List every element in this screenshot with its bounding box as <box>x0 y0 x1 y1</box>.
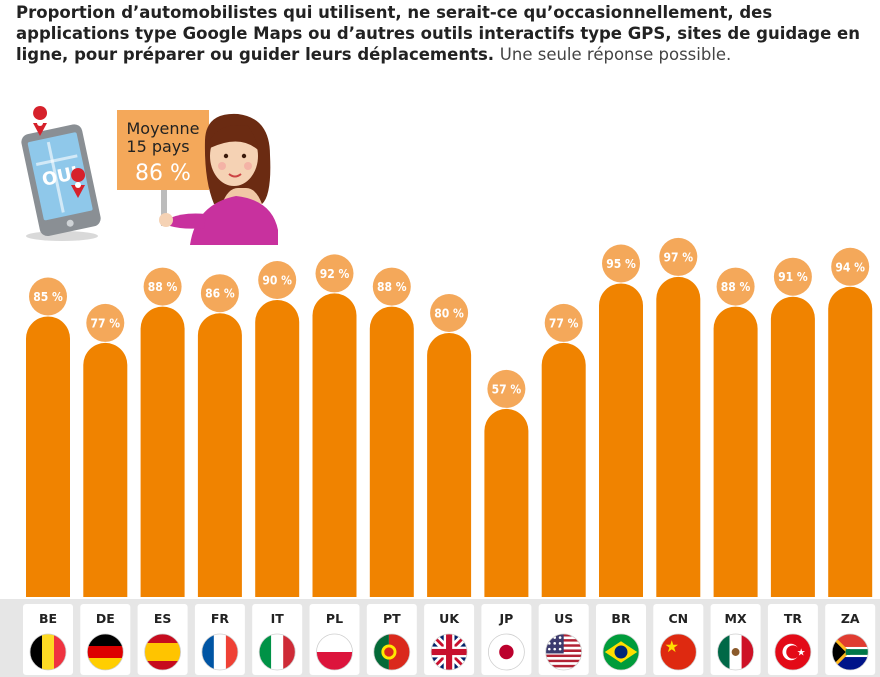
tick-label-za: ZA <box>841 611 860 626</box>
bar-de <box>83 342 128 597</box>
value-bubble <box>258 261 297 299</box>
tick-label-jp: JP <box>498 611 513 626</box>
tick-label-us: US <box>554 611 573 626</box>
value-label-cn: 97 % <box>663 250 693 264</box>
tick-label-pt: PT <box>383 611 401 626</box>
south-africa-flag-icon <box>831 633 869 671</box>
value-label-it: 90 % <box>262 274 292 288</box>
value-label-za: 94 % <box>835 260 865 274</box>
bar-be <box>26 316 70 597</box>
value-label-uk: 80 % <box>434 307 464 321</box>
value-label-be: 85 % <box>33 290 63 304</box>
tick-label-mx: MX <box>725 611 747 626</box>
svg-text:★: ★ <box>665 637 680 656</box>
uk-flag-icon <box>430 633 468 671</box>
value-label-pl: 92 % <box>320 267 350 281</box>
tick-label-es: ES <box>154 611 172 626</box>
sign-line1: Moyenne <box>126 119 199 138</box>
value-label-fr: 86 % <box>205 287 235 301</box>
svg-text:★: ★ <box>797 648 806 659</box>
value-label-us: 77 % <box>549 316 579 330</box>
sign-value: 86 % <box>135 161 191 186</box>
bars-group: 85 % 77 % 88 % 86 % 90 % 92 % 88 % 80 % 57 % 77 %… <box>26 237 873 597</box>
bar-jp <box>484 408 529 597</box>
x-axis-ticks: BE DE ES FR IT PL PT UK JP US BR CN ★ MX TR ★ ZA <box>0 599 880 677</box>
poland-flag-icon <box>316 633 353 671</box>
italy-flag-icon <box>258 633 296 671</box>
value-bubble <box>315 254 354 293</box>
value-bubble <box>86 303 125 342</box>
bar-pt <box>369 306 414 597</box>
bar-cn <box>656 276 701 597</box>
value-bubble <box>430 294 469 332</box>
tick-label-de: DE <box>96 611 115 626</box>
brazil-flag-icon <box>602 633 640 671</box>
title-light: Une seule réponse possible. <box>499 45 732 64</box>
value-bubble <box>773 257 812 296</box>
turkey-flag-icon: ★ <box>774 633 812 671</box>
average-sign: Moyenne 15 pays 86 % <box>117 110 209 226</box>
germany-flag-icon <box>86 633 124 671</box>
portugal-flag-icon <box>373 633 411 671</box>
value-bubble <box>487 369 526 408</box>
value-bubble <box>602 244 640 283</box>
value-label-de: 77 % <box>90 316 120 330</box>
france-flag-icon <box>201 633 239 671</box>
value-bubble <box>29 277 67 316</box>
value-bubble <box>544 303 583 342</box>
illustration: OUI Moyenne 15 pays 86 % <box>21 106 278 245</box>
tick-label-cn: CN <box>668 611 688 626</box>
tick-label-pl: PL <box>326 611 343 626</box>
tick-label-be: BE <box>39 611 57 626</box>
value-bubble <box>143 267 182 306</box>
japan-flag-icon <box>487 633 525 671</box>
bar-br <box>599 283 643 597</box>
spain-flag-icon <box>144 633 182 671</box>
value-label-es: 88 % <box>148 280 178 294</box>
sign-line2: 15 pays <box>126 137 189 156</box>
bar-mx <box>713 306 758 597</box>
value-label-pt: 88 % <box>377 280 407 294</box>
value-label-mx: 88 % <box>721 280 751 294</box>
bar-pl <box>312 293 357 597</box>
tablet-icon: OUI <box>21 124 101 241</box>
mexico-flag-icon <box>717 633 754 671</box>
tick-label-tr: TR <box>784 611 803 626</box>
tick-label-it: IT <box>271 611 285 626</box>
map-pin-icon <box>33 106 48 136</box>
person-illustration <box>159 113 278 245</box>
belgium-flag-icon <box>29 633 67 671</box>
value-label-jp: 57 % <box>492 382 522 396</box>
value-bubble <box>372 267 411 306</box>
value-bubble <box>716 267 755 306</box>
tick-label-uk: UK <box>439 611 460 626</box>
tick-label-br: BR <box>611 611 631 626</box>
tick-label-fr: FR <box>211 611 230 626</box>
value-bubble <box>659 237 698 276</box>
china-flag-icon: ★ <box>659 633 697 671</box>
value-bubble <box>831 247 870 286</box>
value-label-br: 95 % <box>606 257 636 271</box>
bar-za <box>828 286 873 597</box>
bar-fr <box>197 313 242 597</box>
bar-tr <box>770 296 815 597</box>
map-pin-icon <box>71 168 86 198</box>
value-label-tr: 91 % <box>778 270 808 284</box>
bar-it <box>255 300 300 597</box>
value-bubble <box>200 274 239 313</box>
title-bold: Proportion d’automobilistes qui utilisen… <box>16 3 860 64</box>
bar-es <box>140 306 185 597</box>
bar-us <box>541 342 586 597</box>
chart-title: Proportion d’automobilistes qui utilisen… <box>16 2 876 65</box>
bar-uk <box>427 333 472 597</box>
usa-flag-icon <box>545 633 583 671</box>
